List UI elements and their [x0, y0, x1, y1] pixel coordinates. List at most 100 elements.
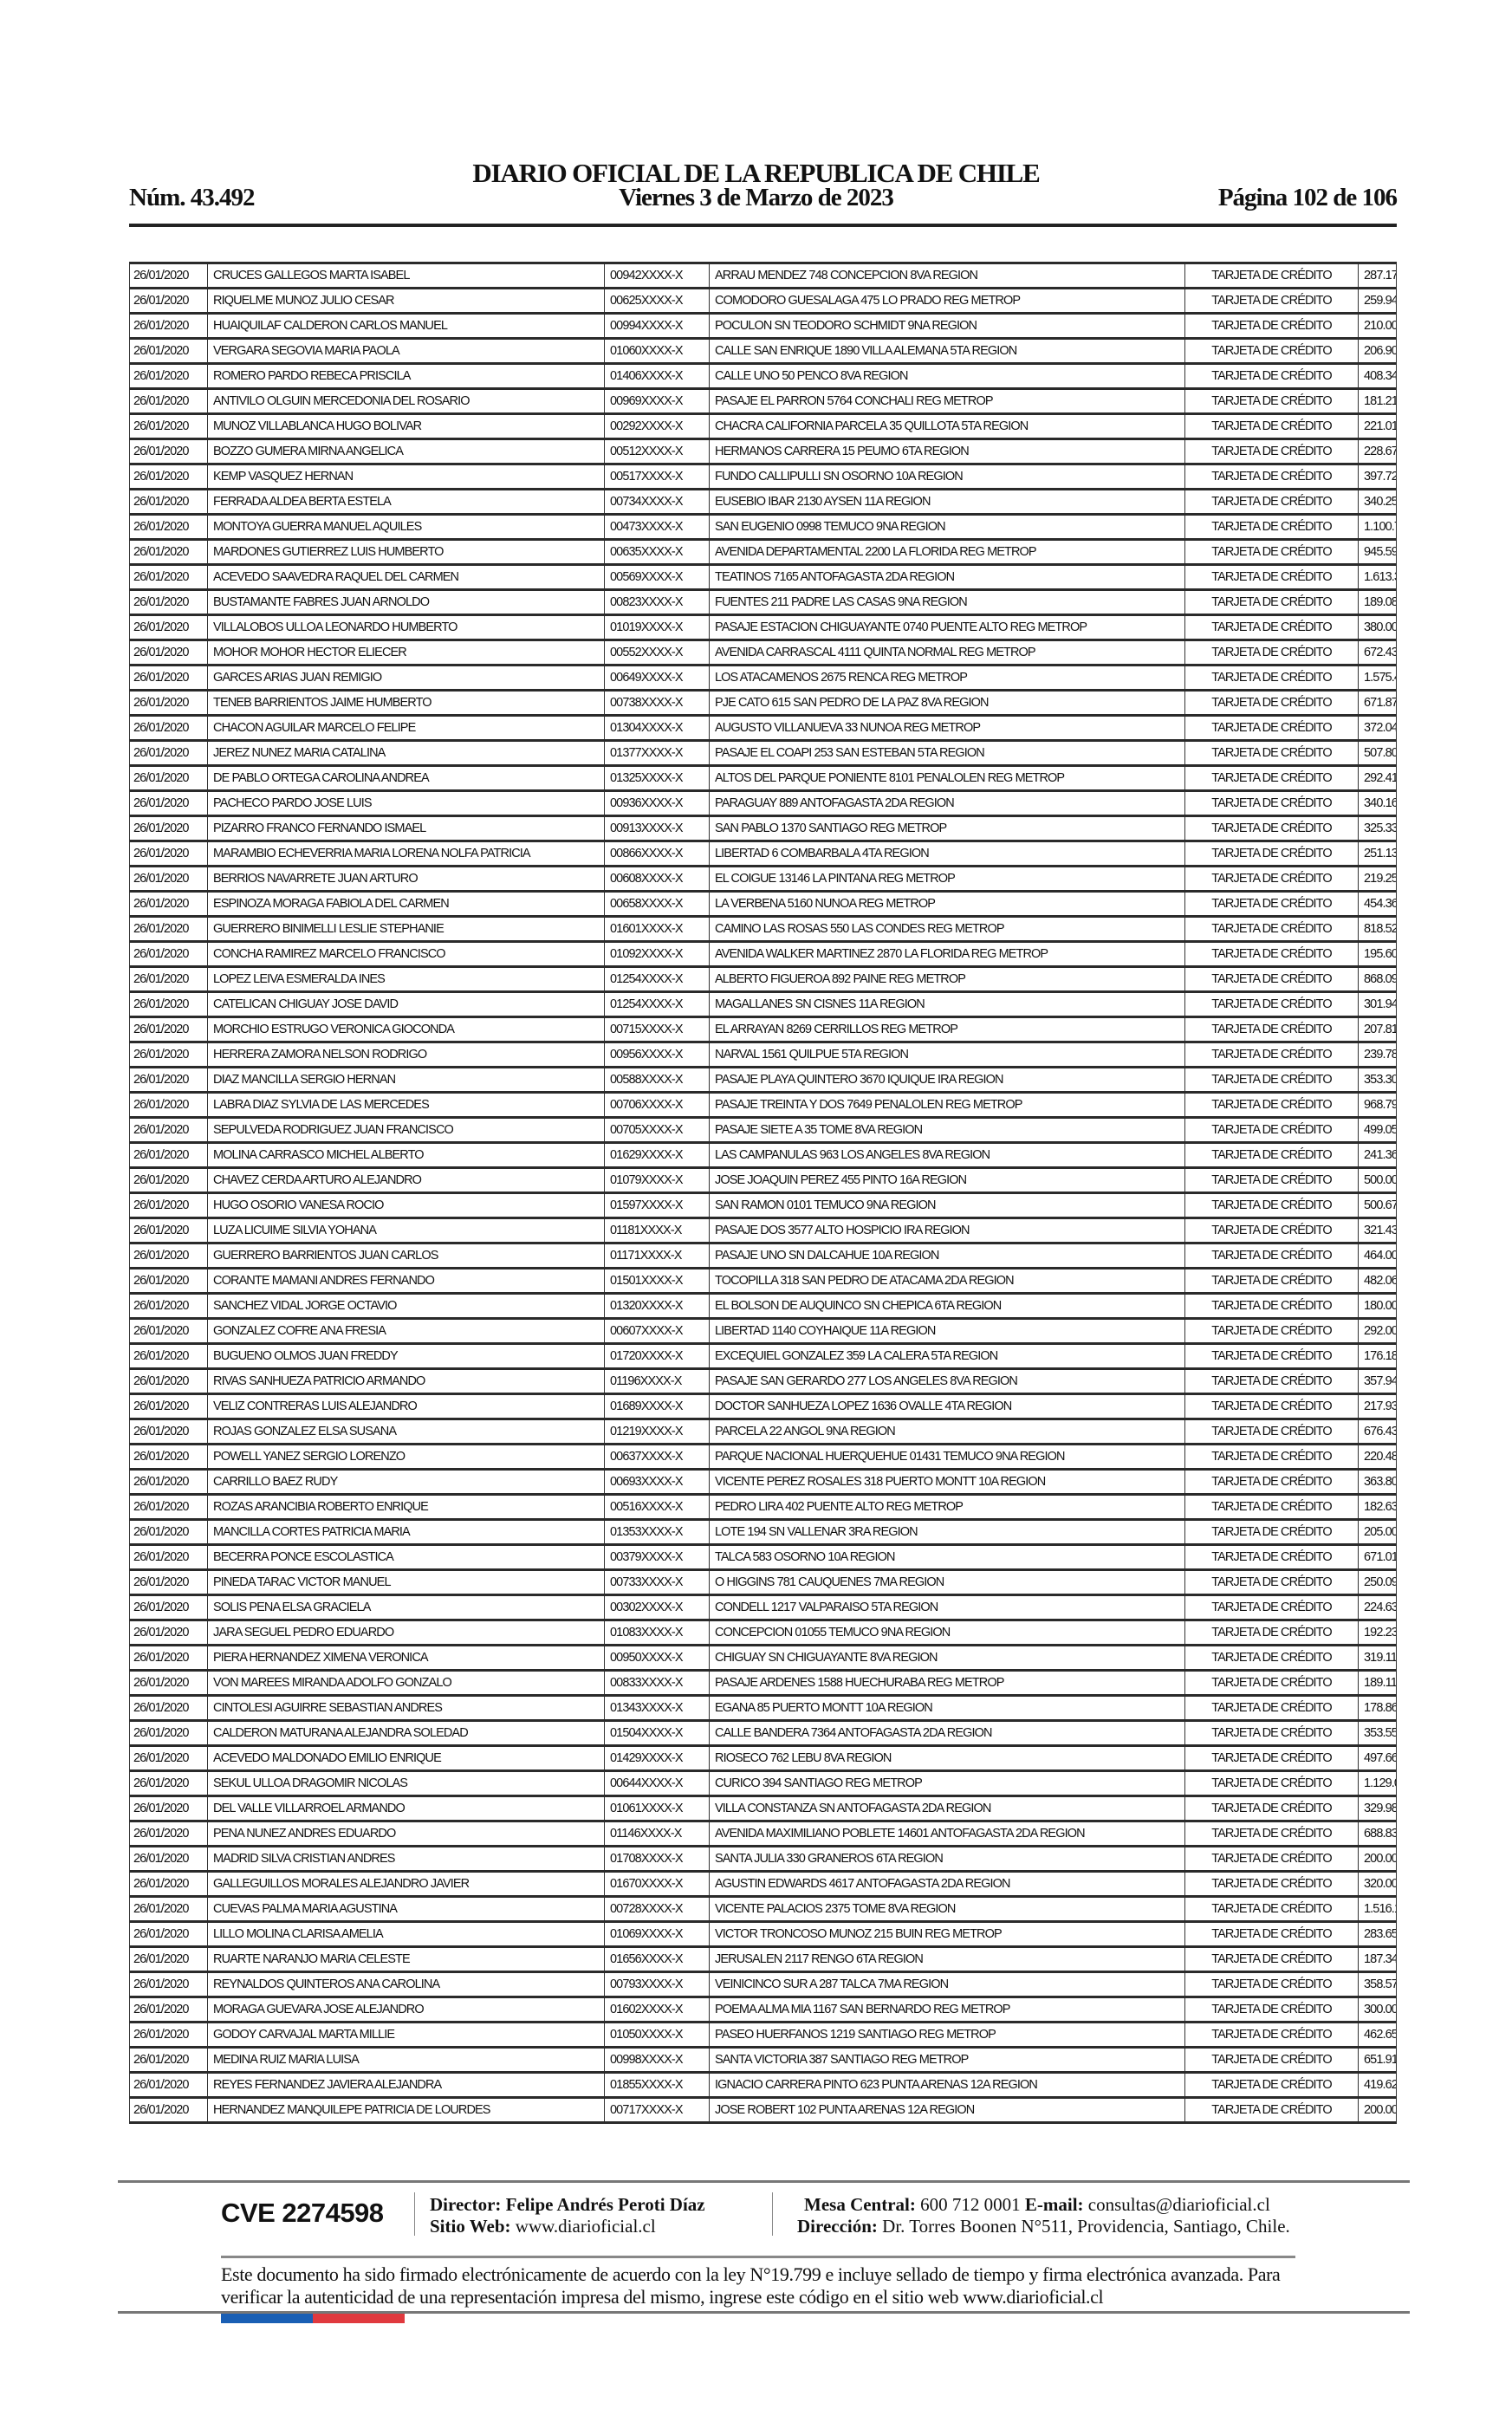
payment-type-cell: TARJETA DE CRÉDITO — [1184, 312, 1359, 339]
address-cell: PARCELA 22 ANGOL 9NA REGION — [709, 1418, 1185, 1445]
footer-vertical-divider — [414, 2192, 415, 2236]
name-cell: GODOY CARVAJAL MARTA MILLIE — [207, 2021, 605, 2048]
footer-vertical-divider — [772, 2192, 773, 2236]
id-cell: 00942XXXX-X — [604, 262, 710, 289]
table-row: 26/01/2020 MORAGA GUEVARA JOSE ALEJANDRO 0… — [129, 1996, 1397, 2023]
director-name: Felipe Andrés Peroti Díaz — [505, 2194, 705, 2215]
address-cell: PASAJE EL PARRON 5764 CONCHALI REG METRO… — [709, 387, 1185, 414]
date-cell: 26/01/2020 — [129, 387, 208, 414]
address-cell: LA VERBENA 5160 NUNOA REG METROP — [709, 890, 1185, 917]
id-cell: 01353XXXX-X — [604, 1518, 710, 1545]
amount-cell: 200.000 — [1358, 2096, 1397, 2124]
amount-cell: 239.782 — [1358, 1041, 1397, 1068]
id-cell: 00512XXXX-X — [604, 438, 710, 464]
payment-type-cell: TARJETA DE CRÉDITO — [1184, 1217, 1359, 1243]
table-row: 26/01/2020 HERNANDEZ MANQUILEPE PATRICIA … — [129, 2096, 1397, 2124]
id-cell: 01061XXXX-X — [604, 1795, 710, 1821]
payment-type-cell: TARJETA DE CRÉDITO — [1184, 1845, 1359, 1872]
table-row: 26/01/2020 ESPINOZA MORAGA FABIOLA DEL CA… — [129, 890, 1397, 917]
payment-type-cell: TARJETA DE CRÉDITO — [1184, 1996, 1359, 2023]
website-link[interactable]: www.diarioficial.cl — [515, 2216, 656, 2237]
payment-type-cell: TARJETA DE CRÉDITO — [1184, 1769, 1359, 1796]
amount-cell: 500.000 — [1358, 1166, 1397, 1193]
address-cell: CONDELL 1217 VALPARAISO 5TA REGION — [709, 1594, 1185, 1620]
address-cell: SANTA JULIA 330 GRANEROS 6TA REGION — [709, 1845, 1185, 1872]
id-cell: 01050XXXX-X — [604, 2021, 710, 2048]
date-cell: 26/01/2020 — [129, 1820, 208, 1847]
amount-cell: 868.098 — [1358, 965, 1397, 992]
id-cell: 00644XXXX-X — [604, 1769, 710, 1796]
date-cell: 26/01/2020 — [129, 1518, 208, 1545]
table-row: 26/01/2020 LILLO MOLINA CLARISA AMELIA 010… — [129, 1920, 1397, 1947]
id-cell: 00637XXXX-X — [604, 1443, 710, 1470]
address-cell: O HIGGINS 781 CAUQUENES 7MA REGION — [709, 1568, 1185, 1595]
amount-cell: 419.620 — [1358, 2071, 1397, 2098]
date-cell: 26/01/2020 — [129, 1845, 208, 1872]
id-cell: 01377XXXX-X — [604, 739, 710, 766]
date-cell: 26/01/2020 — [129, 865, 208, 892]
address-cell: EGANA 85 PUERTO MONTT 10A REGION — [709, 1694, 1185, 1721]
publication-title: DIARIO OFICIAL DE LA REPUBLICA DE CHILE — [472, 158, 1040, 188]
payment-type-cell: TARJETA DE CRÉDITO — [1184, 1141, 1359, 1168]
name-cell: ANTIVILO OLGUIN MERCEDONIA DEL ROSARIO — [207, 387, 605, 414]
table-row: 26/01/2020 HUGO OSORIO VANESA ROCIO 01597X… — [129, 1192, 1397, 1218]
name-cell: HUGO OSORIO VANESA ROCIO — [207, 1192, 605, 1218]
name-cell: ROZAS ARANCIBIA ROBERTO ENRIQUE — [207, 1493, 605, 1520]
id-cell: 00733XXXX-X — [604, 1568, 710, 1595]
address-cell: LIBERTAD 1140 COYHAIQUE 11A REGION — [709, 1317, 1185, 1344]
payment-type-cell: TARJETA DE CRÉDITO — [1184, 714, 1359, 741]
name-cell: CONCHA RAMIREZ MARCELO FRANCISCO — [207, 940, 605, 967]
id-cell: 00552XXXX-X — [604, 639, 710, 666]
amount-cell: 676.438 — [1358, 1418, 1397, 1445]
amount-cell: 651.910 — [1358, 2046, 1397, 2073]
address-cell: PASAJE DOS 3577 ALTO HOSPICIO IRA REGION — [709, 1217, 1185, 1243]
id-cell: 00866XXXX-X — [604, 840, 710, 867]
name-cell: MONTOYA GUERRA MANUEL AQUILES — [207, 513, 605, 540]
table-row: 26/01/2020 ACEVEDO SAAVEDRA RAQUEL DEL CA… — [129, 563, 1397, 590]
id-cell: 01343XXXX-X — [604, 1694, 710, 1721]
name-cell: PENA NUNEZ ANDRES EDUARDO — [207, 1820, 605, 1847]
name-cell: BECERRA PONCE ESCOLASTICA — [207, 1543, 605, 1570]
date-cell: 26/01/2020 — [129, 1594, 208, 1620]
table-row: 26/01/2020 BERRIOS NAVARRETE JUAN ARTURO 0… — [129, 865, 1397, 892]
id-cell: 00569XXXX-X — [604, 563, 710, 590]
address-cell: FUENTES 211 PADRE LAS CASAS 9NA REGION — [709, 588, 1185, 615]
date-cell: 26/01/2020 — [129, 890, 208, 917]
name-cell: TENEB BARRIENTOS JAIME HUMBERTO — [207, 689, 605, 716]
id-cell: 00625XXXX-X — [604, 287, 710, 314]
address-cell: CONCEPCION 01055 TEMUCO 9NA REGION — [709, 1619, 1185, 1646]
amount-cell: 189.110 — [1358, 1669, 1397, 1696]
payment-type-cell: TARJETA DE CRÉDITO — [1184, 990, 1359, 1017]
address-cell: LAS CAMPANULAS 963 LOS ANGELES 8VA REGIO… — [709, 1141, 1185, 1168]
table-row: 26/01/2020 MORCHIO ESTRUGO VERONICA GIOCO… — [129, 1016, 1397, 1042]
name-cell: MUNOZ VILLABLANCA HUGO BOLIVAR — [207, 412, 605, 439]
amount-cell: 189.082 — [1358, 588, 1397, 615]
address-cell: JOSE ROBERT 102 PUNTA ARENAS 12A REGION — [709, 2096, 1185, 2124]
id-cell: 00998XXXX-X — [604, 2046, 710, 2073]
cve-code: CVE 2274598 — [221, 2198, 384, 2228]
payment-type-cell: TARJETA DE CRÉDITO — [1184, 1543, 1359, 1570]
id-cell: 00913XXXX-X — [604, 815, 710, 841]
date-cell: 26/01/2020 — [129, 1091, 208, 1118]
table-row: 26/01/2020 CONCHA RAMIREZ MARCELO FRANCIS… — [129, 940, 1397, 967]
address-cell: PARQUE NACIONAL HUERQUEHUE 01431 TEMUCO … — [709, 1443, 1185, 1470]
table-row: 26/01/2020 GODOY CARVAJAL MARTA MILLIE 010… — [129, 2021, 1397, 2048]
name-cell: VON MAREES MIRANDA ADOLFO GONZALO — [207, 1669, 605, 1696]
amount-cell: 499.058 — [1358, 1116, 1397, 1143]
table-row: 26/01/2020 MONTOYA GUERRA MANUEL AQUILES 0… — [129, 513, 1397, 540]
date-cell: 26/01/2020 — [129, 940, 208, 967]
email-link[interactable]: consultas@diarioficial.cl — [1087, 2194, 1270, 2215]
amount-cell: 192.239 — [1358, 1619, 1397, 1646]
name-cell: BUGUENO OLMOS JUAN FREDDY — [207, 1342, 605, 1369]
name-cell: ROMERO PARDO REBECA PRISCILA — [207, 362, 605, 389]
name-cell: ESPINOZA MORAGA FABIOLA DEL CARMEN — [207, 890, 605, 917]
address-cell: CALLE UNO 50 PENCO 8VA REGION — [709, 362, 1185, 389]
id-cell: 01501XXXX-X — [604, 1267, 710, 1294]
payment-type-cell: TARJETA DE CRÉDITO — [1184, 1418, 1359, 1445]
address-cell: CALLE BANDERA 7364 ANTOFAGASTA 2DA REGIO… — [709, 1719, 1185, 1746]
address-cell: TEATINOS 7165 ANTOFAGASTA 2DA REGION — [709, 563, 1185, 590]
payment-type-cell: TARJETA DE CRÉDITO — [1184, 1267, 1359, 1294]
amount-cell: 283.656 — [1358, 1920, 1397, 1947]
date-cell: 26/01/2020 — [129, 2096, 208, 2124]
date-cell: 26/01/2020 — [129, 1217, 208, 1243]
